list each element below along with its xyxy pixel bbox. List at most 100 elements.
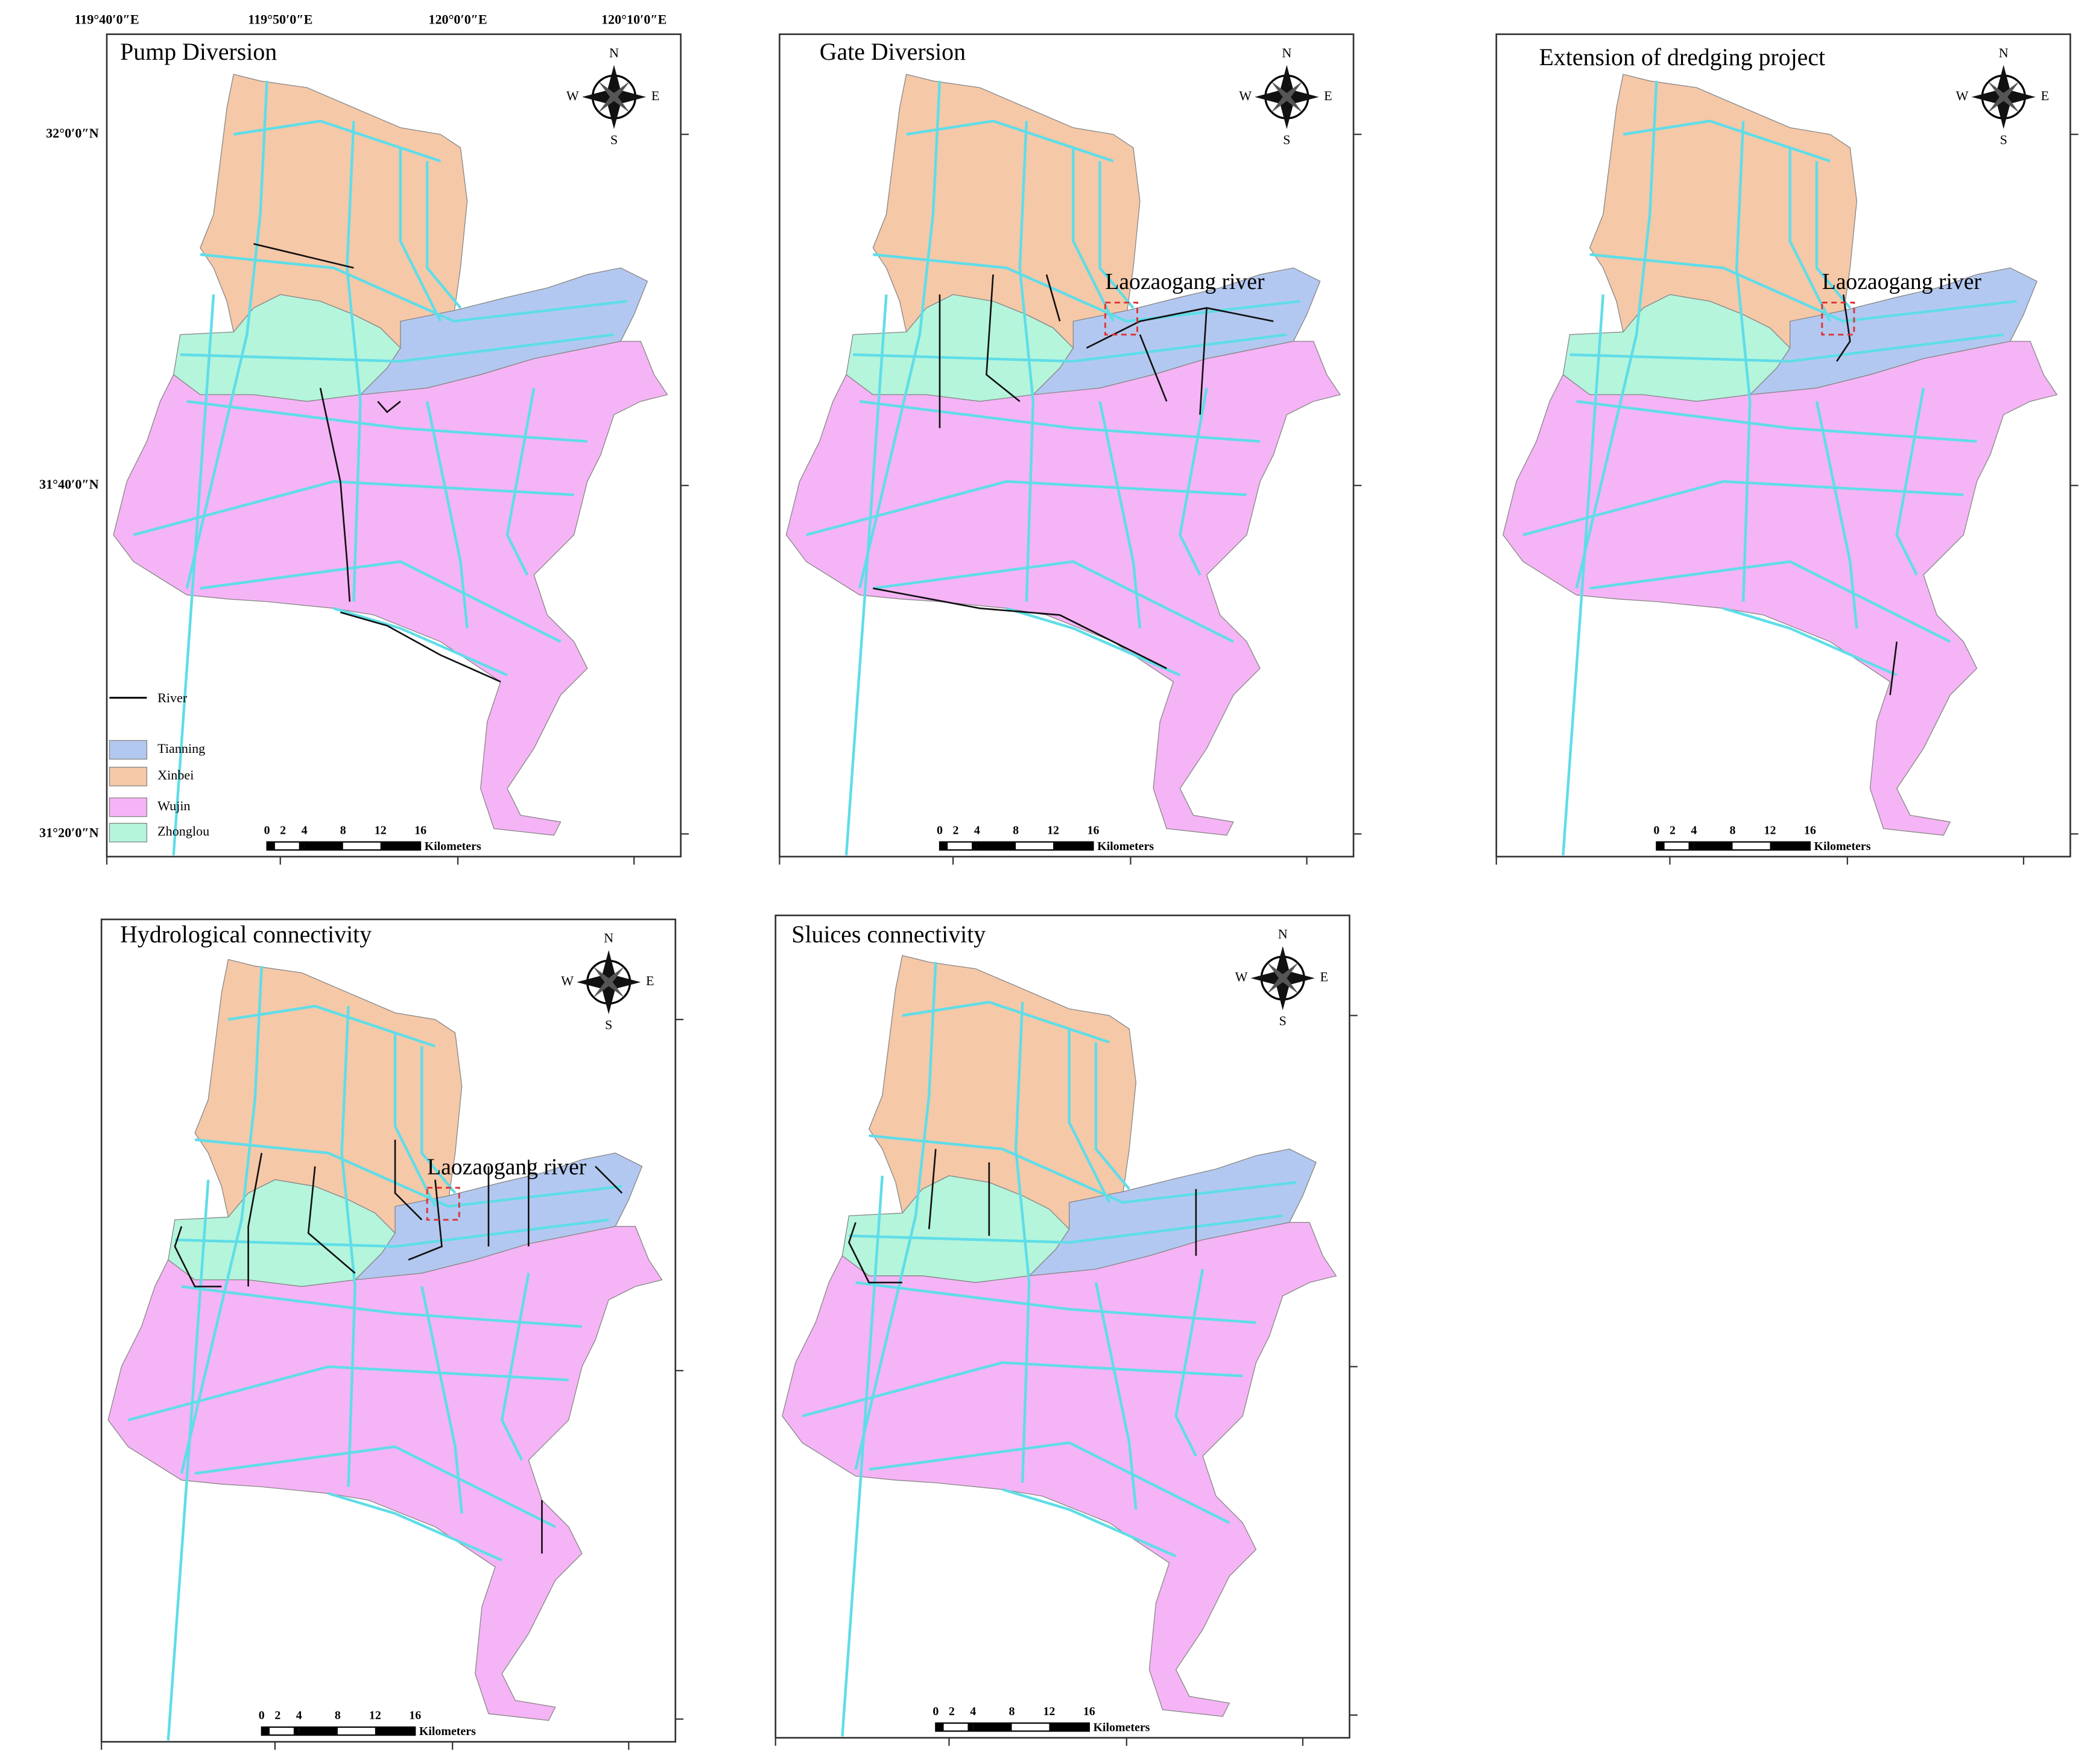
scale-label: 4 <box>1691 823 1697 837</box>
scale-segment <box>299 842 305 850</box>
longitude-label: 119°40′0″E <box>74 12 139 27</box>
scale-label: 2 <box>1670 823 1676 837</box>
river-annotation: Laozaogang river <box>1822 269 1982 294</box>
panel-title: Sluices connectivity <box>791 921 986 948</box>
base-map <box>782 956 1336 1737</box>
scale-segment <box>973 1723 1012 1731</box>
scale-label: 2 <box>280 823 286 837</box>
river-line <box>1835 294 1851 362</box>
map-panel: Extension of dredging project Laozaogang … <box>1495 33 2079 865</box>
scale-segment <box>304 842 343 850</box>
scale-label: 4 <box>974 823 980 837</box>
scale-segment <box>299 1727 338 1736</box>
scale-segment <box>939 842 948 850</box>
scale-segment <box>972 842 977 850</box>
river-annotation: Laozaogang river <box>1105 269 1265 294</box>
scale-label: 12 <box>1047 823 1059 837</box>
longitude-label: 119°50′0″E <box>248 12 312 27</box>
river-line <box>848 1222 902 1284</box>
river-line <box>377 401 401 413</box>
compass-label: E <box>1320 969 1329 984</box>
scale-label: 12 <box>375 823 387 837</box>
panel-title: Gate Diversion <box>820 39 966 65</box>
river-line <box>340 611 501 683</box>
base-map <box>108 959 662 1740</box>
compass-label: E <box>1324 88 1332 103</box>
scale-segment <box>967 1723 974 1731</box>
compass-label: S <box>2000 132 2007 147</box>
compass-label: W <box>1956 88 1969 103</box>
panel-frame <box>774 914 1350 1739</box>
scale-label: 0 <box>264 823 270 837</box>
compass-label: N <box>604 930 613 945</box>
compass-label: S <box>610 132 618 147</box>
scale-segment <box>1656 842 1665 850</box>
highlight-box <box>1104 302 1138 336</box>
panel-title: Pump Diversion <box>120 39 277 65</box>
panel-frame <box>100 918 677 1743</box>
scale-unit: Kilometers <box>1814 840 1870 853</box>
river-line <box>253 243 354 269</box>
compass-label: N <box>609 45 619 60</box>
compass-label: N <box>1278 927 1288 942</box>
highlight-box <box>1821 302 1855 336</box>
panel-title: Hydrological connectivity <box>120 921 372 948</box>
river-line <box>986 274 1021 402</box>
scale-label: 16 <box>1804 823 1816 837</box>
scale-label: 12 <box>1043 1705 1055 1718</box>
river-line <box>1199 308 1208 415</box>
compass-label: E <box>2041 88 2050 103</box>
legend-swatch <box>109 767 148 787</box>
scale-segment <box>1053 842 1094 850</box>
scale-label: 2 <box>949 1705 955 1718</box>
scale-segment <box>936 1723 944 1731</box>
map-panel: Gate Diversion Laozaogang river N S W E 0 2 4 8 12… <box>779 33 1362 865</box>
compass-label: W <box>561 973 574 988</box>
map-panel: Sluices connectivity N S W E 0 2 4 8 12 16 Kilomete… <box>774 914 1358 1746</box>
compass-star <box>598 81 630 113</box>
river-line <box>595 1166 623 1194</box>
scale-label: 8 <box>1013 823 1019 837</box>
scale-label: 8 <box>1009 1705 1015 1718</box>
legend-label: River <box>157 690 188 705</box>
longitude-label: 120°10′0″E <box>601 12 667 27</box>
scale-segment <box>375 1727 416 1736</box>
river-line <box>307 1166 356 1274</box>
scale-unit: Kilometers <box>419 1725 476 1738</box>
panel-frame <box>1495 33 2071 858</box>
legend-label: Xinbei <box>157 767 194 782</box>
compass-label: W <box>1239 88 1252 103</box>
river-line <box>1045 274 1061 322</box>
scale-label: 12 <box>369 1709 381 1722</box>
compass-label: S <box>1283 132 1290 147</box>
scale-label: 8 <box>335 1709 341 1722</box>
longitude-label: 120°0′0″E <box>428 12 487 27</box>
compass-label: E <box>651 88 660 103</box>
compass-label: S <box>1279 1013 1287 1028</box>
compass-label: N <box>1999 45 2009 60</box>
scale-label: 0 <box>259 1709 265 1722</box>
scale-segment <box>1770 842 1810 850</box>
legend-swatch <box>109 797 148 817</box>
scale-segment <box>293 1727 299 1736</box>
river-line <box>394 1140 423 1220</box>
scale-unit: Kilometers <box>1097 840 1154 853</box>
river-line <box>408 1179 443 1261</box>
scale-label: 8 <box>340 823 346 837</box>
scale-label: 0 <box>933 1705 939 1718</box>
scale-label: 16 <box>1088 823 1100 837</box>
compass-label: S <box>605 1017 612 1032</box>
legend-label: Tianning <box>157 741 205 756</box>
river-line <box>319 387 351 602</box>
river-line <box>247 1153 263 1287</box>
scale-label: 2 <box>274 1709 280 1722</box>
map-panel: Pump Diversion N S W E 0 2 4 8 12 16 Kilometers <box>106 33 689 865</box>
river-line <box>1139 334 1168 402</box>
scale-label: 8 <box>1730 823 1736 837</box>
scale-label: 0 <box>937 823 943 837</box>
scale-unit: Kilometers <box>1093 1721 1150 1734</box>
compass-label: W <box>1235 969 1248 984</box>
scale-segment <box>1694 842 1733 850</box>
legend-swatch <box>109 740 148 760</box>
